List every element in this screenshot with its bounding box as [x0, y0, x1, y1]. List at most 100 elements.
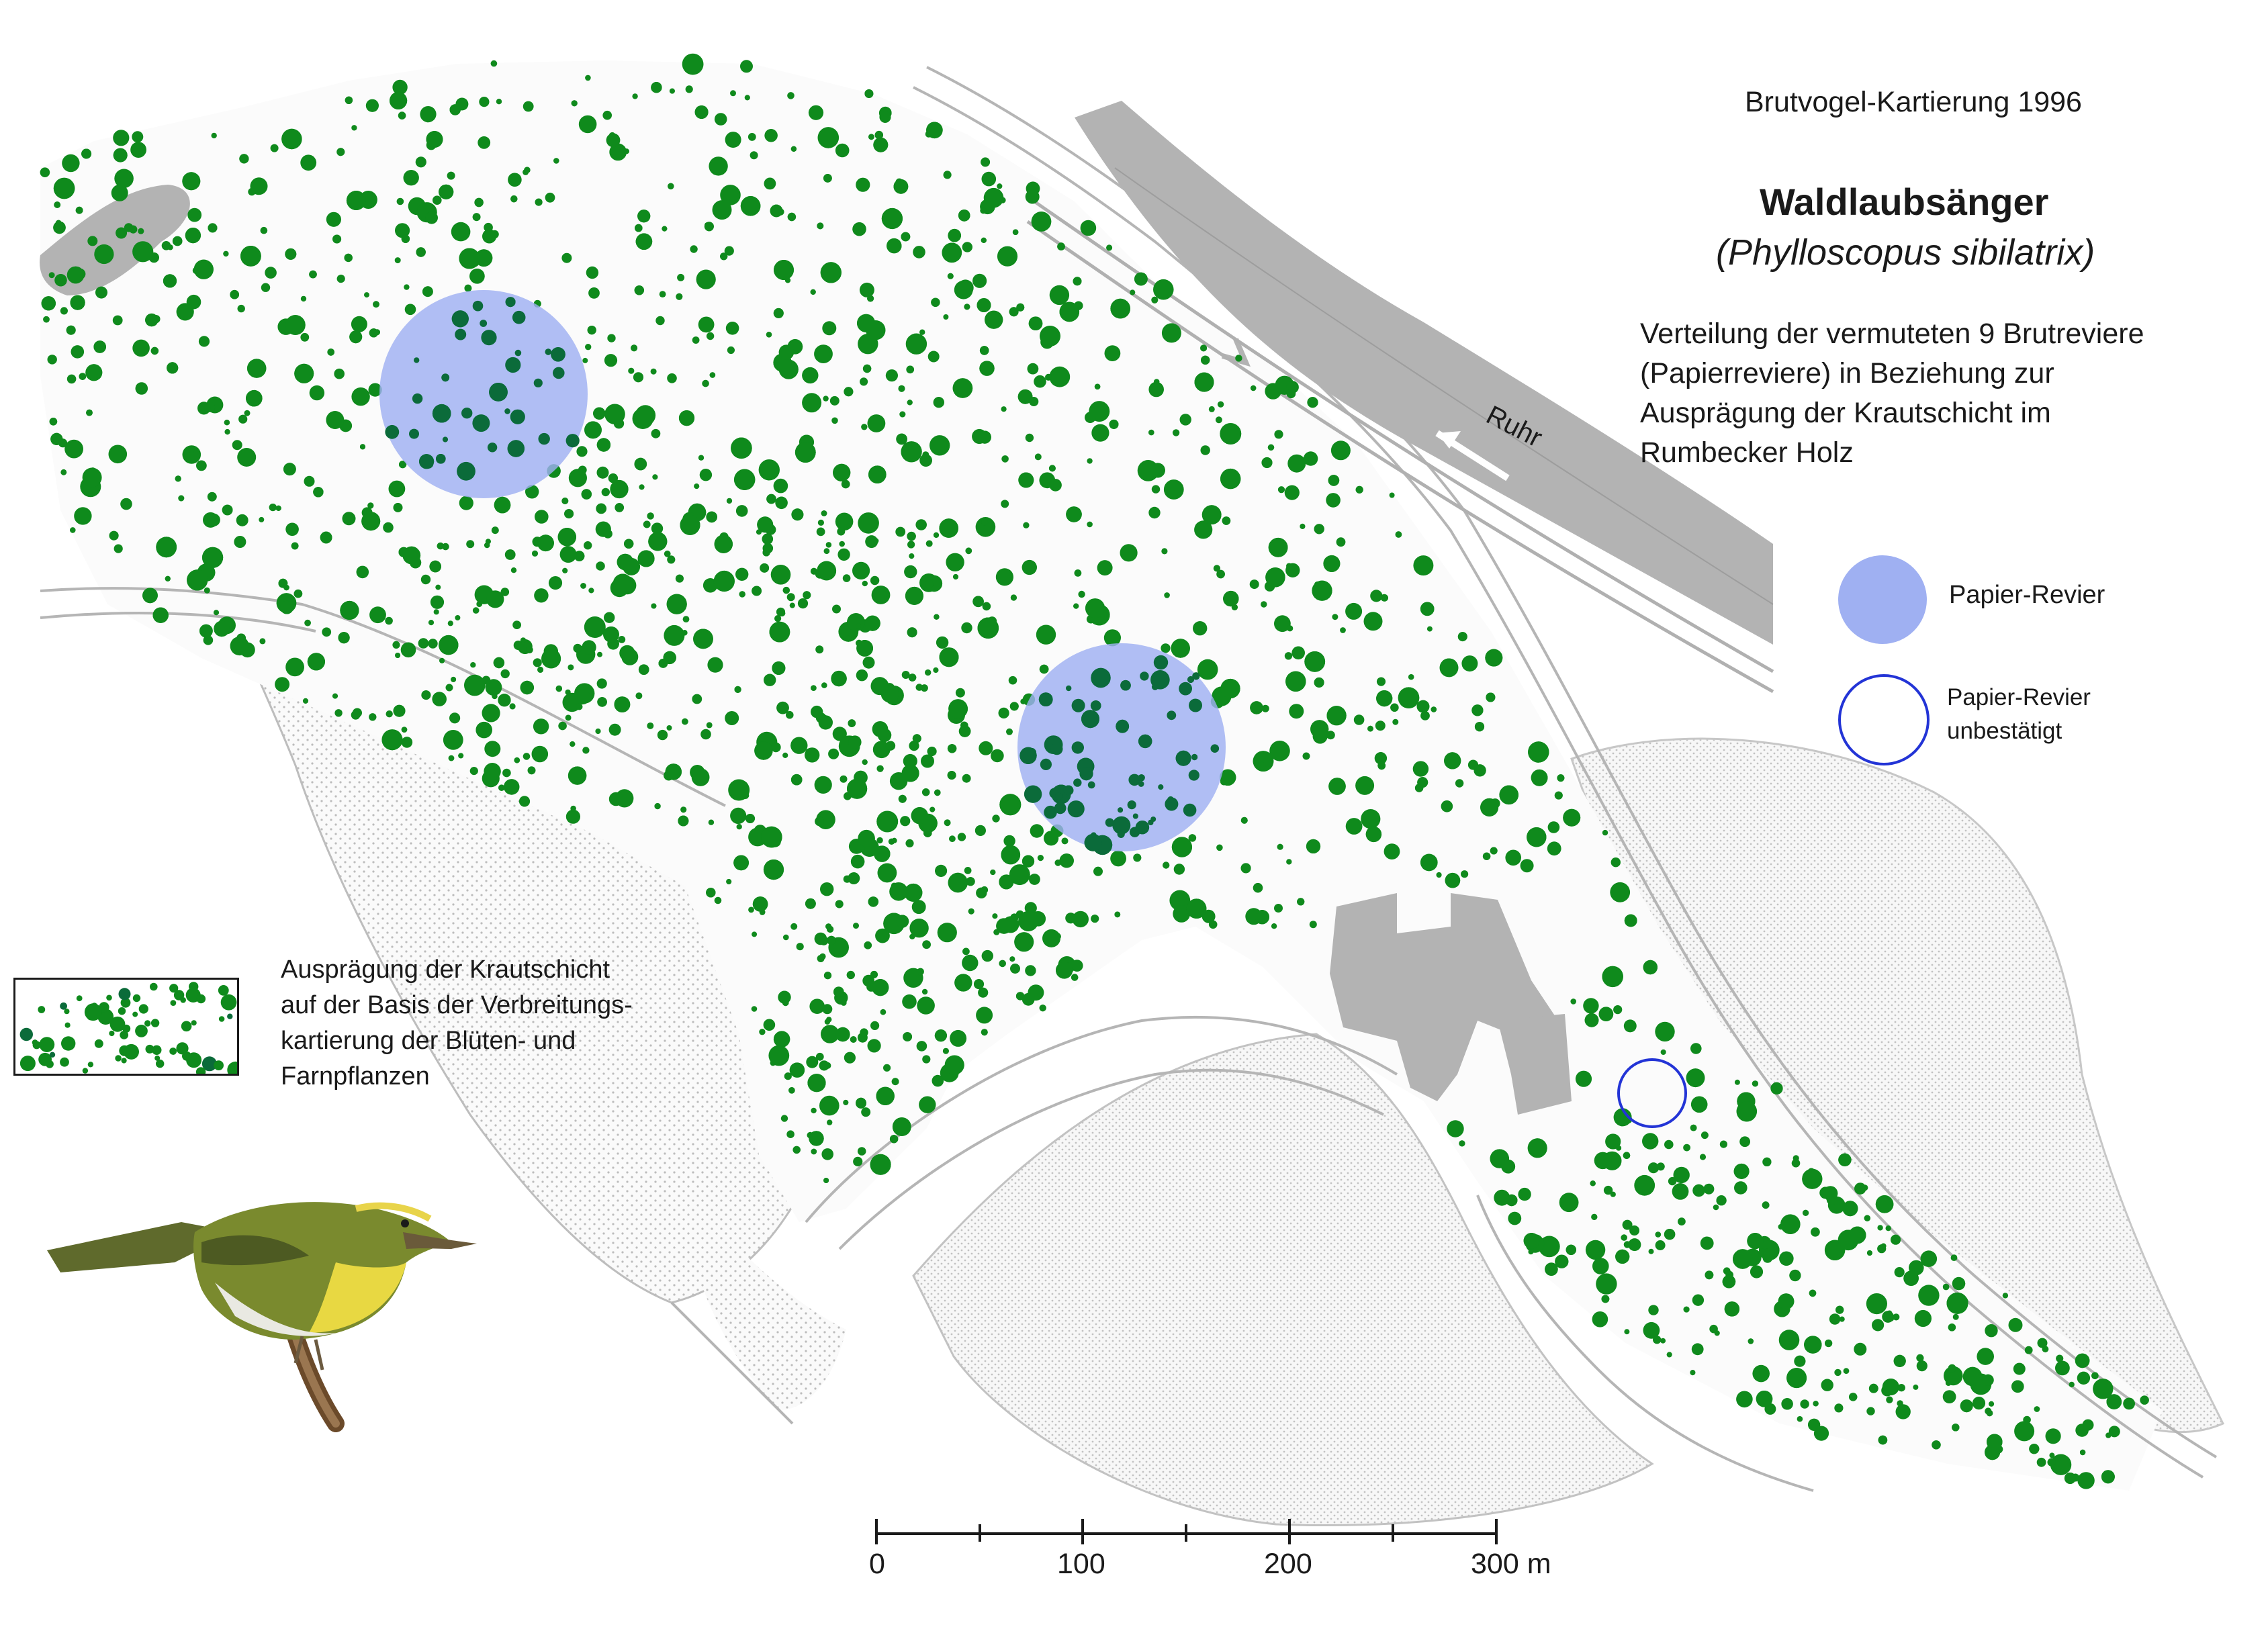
herb-dot [1459, 1140, 1465, 1147]
herb-dot [82, 467, 102, 487]
herb-dot [1220, 678, 1240, 699]
herb-dot [114, 544, 123, 553]
herb-dot [1829, 1313, 1841, 1325]
herb-dot [2123, 1397, 2136, 1410]
herb-dot [944, 819, 951, 827]
herb-dot [1285, 671, 1306, 692]
herb-dot [1417, 777, 1428, 788]
herb-dot [752, 931, 758, 937]
herb-dot [837, 548, 850, 561]
herb-dot [1473, 764, 1486, 777]
herb-dot [943, 314, 949, 320]
herb-dot [203, 587, 210, 594]
herb-dot [1304, 651, 1326, 672]
herb-dot [65, 159, 71, 165]
herb-dot [822, 1004, 833, 1015]
legend-herb-dot [169, 984, 179, 993]
herb-dot [307, 653, 325, 671]
herb-dot [822, 321, 837, 336]
herb-dot [135, 382, 148, 395]
herb-dot [351, 316, 367, 332]
herb-dot [870, 575, 880, 586]
herb-dot [167, 244, 173, 250]
herb-dot [1171, 837, 1192, 857]
legend-herb-dot [38, 1006, 46, 1013]
herb-dot [1634, 1174, 1655, 1196]
legend-herb-dot [106, 994, 112, 1001]
herb-dot [847, 613, 865, 631]
herb-dot [1067, 800, 1085, 818]
herb-dot [1158, 784, 1164, 790]
herb-dot [531, 745, 549, 763]
herb-dot [526, 646, 533, 653]
herb-dot [1596, 1273, 1617, 1295]
herb-dot [925, 669, 932, 676]
herb-dot [1071, 698, 1085, 712]
herb-dot [1887, 1310, 1893, 1316]
herb-dot [485, 539, 491, 545]
herb-dot [680, 514, 700, 535]
herb-dot [1420, 853, 1438, 872]
herb-dot [1010, 964, 1020, 974]
herb-dot [1436, 872, 1442, 878]
herb-dot [1592, 1258, 1609, 1274]
herb-dot [1367, 725, 1373, 732]
herb-dot [584, 421, 602, 439]
herb-dot [789, 602, 795, 608]
legend-herb-line: auf der Basis der Verbreitungs- [281, 991, 633, 1019]
herb-dot [1779, 1251, 1794, 1266]
herb-dot [1555, 1254, 1569, 1268]
herb-dot [845, 635, 852, 642]
herb-dot [1714, 1330, 1720, 1336]
herb-dot [735, 567, 749, 581]
herb-dot [327, 348, 335, 356]
herb-dot [705, 222, 711, 228]
herb-dot [132, 241, 154, 263]
herb-dot [733, 855, 749, 871]
herb-dot [787, 212, 797, 222]
herb-dot [1683, 1144, 1691, 1152]
herb-dot [152, 315, 161, 324]
herb-dot [1261, 704, 1269, 712]
herb-dot [756, 529, 762, 535]
herb-dot [814, 344, 833, 363]
herb-dot [66, 266, 85, 284]
herb-dot [788, 1087, 795, 1094]
herb-dot [422, 286, 433, 297]
herb-dot [66, 374, 77, 384]
herb-dot [199, 624, 213, 638]
herb-dot [1109, 419, 1119, 429]
herb-dot [2045, 1428, 2061, 1444]
herb-dot [725, 322, 739, 335]
herb-dot [1103, 629, 1121, 647]
herb-dot [1563, 808, 1581, 827]
herb-dot [829, 396, 840, 406]
herb-dot [1376, 677, 1386, 686]
herb-dot [840, 999, 847, 1006]
herb-dot [835, 1027, 850, 1042]
herb-dot [1678, 1217, 1686, 1226]
herb-dot [668, 183, 674, 190]
herb-dot [1173, 905, 1191, 923]
herb-dot [1220, 423, 1242, 445]
legend-herb-dot [191, 1020, 197, 1026]
herb-dot [1025, 433, 1034, 443]
herb-dot [334, 368, 345, 379]
herb-dot [585, 75, 591, 81]
herb-dot [561, 498, 569, 504]
herb-dot [116, 227, 128, 239]
herb-dot [94, 244, 114, 265]
herb-dot [901, 441, 922, 463]
herb-dot [1019, 747, 1037, 765]
herb-dot [1287, 454, 1306, 473]
legend-herb-dot [61, 1036, 76, 1051]
herb-dot [1683, 1306, 1690, 1313]
herb-dot [399, 461, 407, 469]
herb-dot [1474, 722, 1485, 732]
herb-dot [835, 512, 854, 531]
herb-dot [669, 88, 675, 94]
herb-dot [874, 845, 891, 862]
herb-dot [395, 653, 401, 658]
herb-dot [827, 935, 836, 945]
herb-dot [1520, 859, 1534, 873]
